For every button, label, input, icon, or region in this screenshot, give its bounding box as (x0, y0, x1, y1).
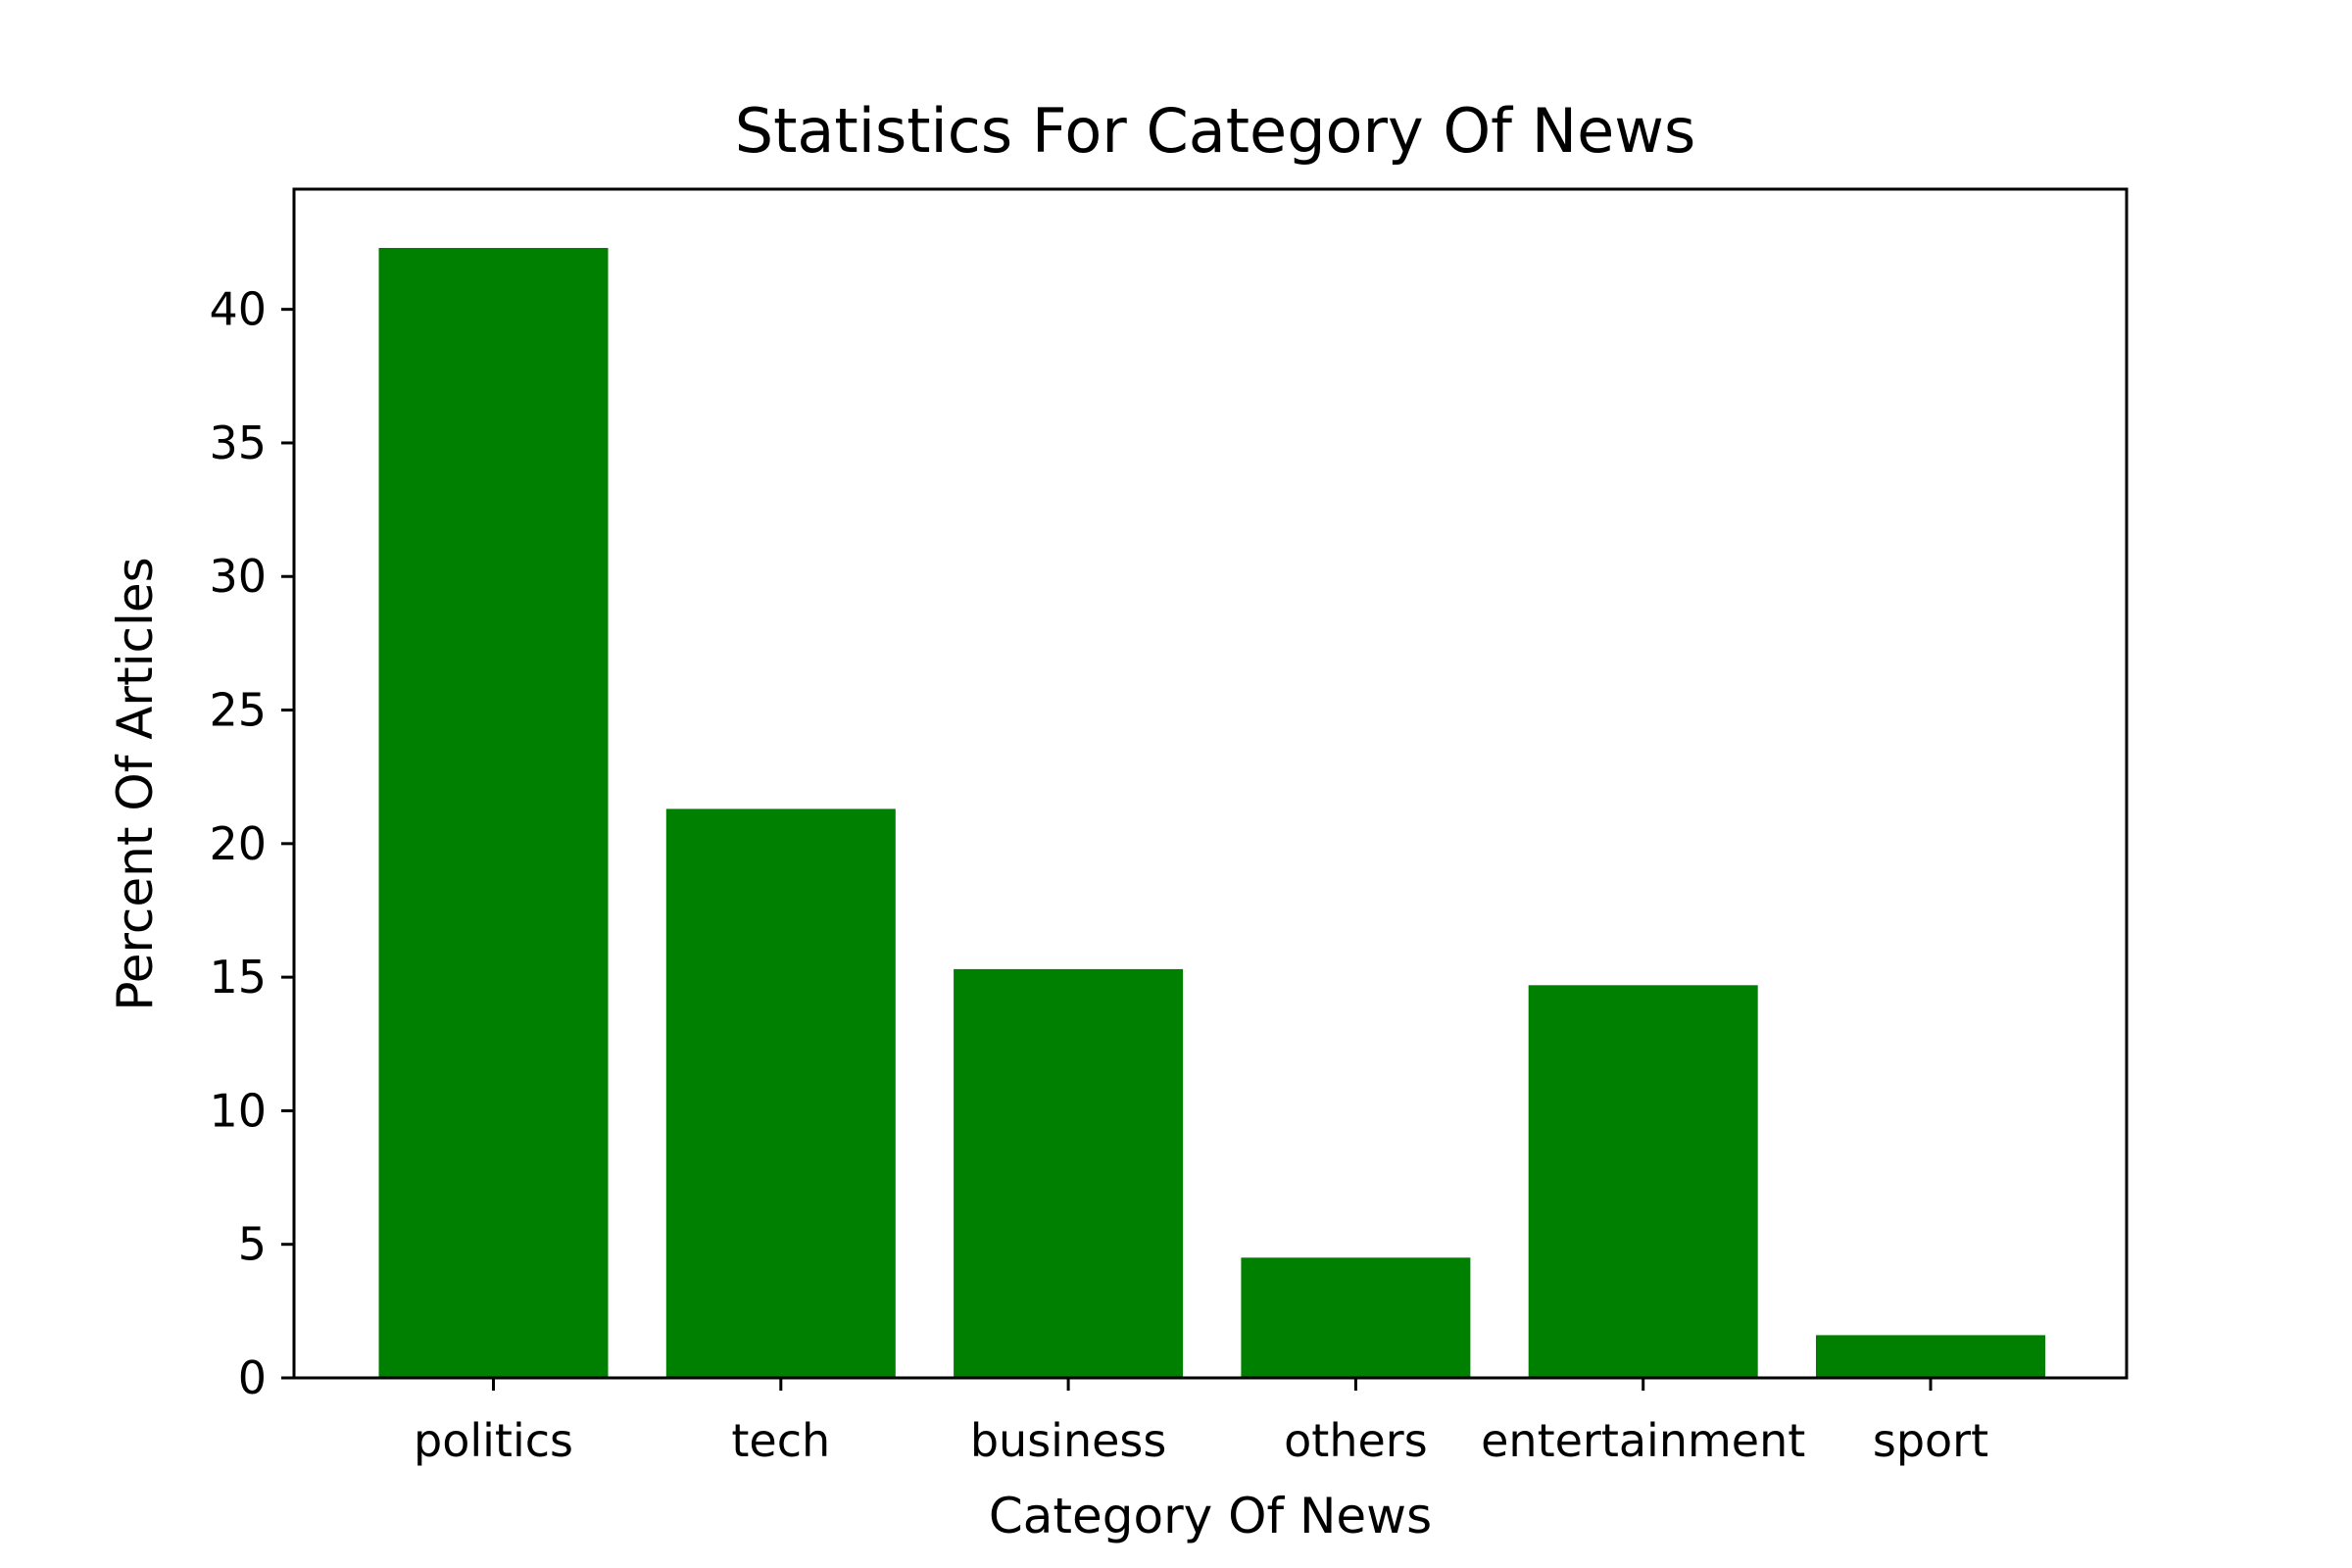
x-tick-label: business (970, 1414, 1167, 1467)
y-tick-label: 15 (209, 951, 267, 1004)
y-axis-ticks: 0 5 10 15 20 25 30 35 40 (209, 283, 294, 1404)
y-tick-label: 10 (209, 1084, 267, 1137)
plot-area-frame (292, 187, 2129, 1380)
y-tick-label: 35 (209, 416, 267, 469)
x-tick-label: entertainment (1481, 1414, 1805, 1467)
x-tick-label: tech (731, 1414, 830, 1467)
bars-group (378, 248, 2045, 1378)
x-axis-ticks: politics tech business others entertainment s… (414, 1378, 1988, 1467)
y-tick-label: 40 (209, 283, 267, 336)
y-tick-label: 30 (209, 550, 267, 603)
y-tick-label: 0 (238, 1351, 267, 1404)
bar-politics (378, 248, 609, 1378)
y-tick-label: 20 (209, 817, 267, 870)
bar-tech (665, 808, 896, 1378)
chart-title: Statistics For Category Of News (735, 95, 1696, 167)
bar-business (954, 968, 1184, 1378)
x-tick-label: others (1284, 1414, 1428, 1467)
x-tick-label: sport (1873, 1414, 1988, 1467)
y-tick-label: 25 (209, 684, 267, 737)
y-tick-label: 5 (238, 1218, 267, 1271)
bar-sport (1816, 1335, 2045, 1378)
x-tick-label: politics (414, 1414, 573, 1467)
bar-others (1241, 1257, 1471, 1378)
x-axis-label: Category Of News (989, 1488, 1432, 1544)
bar-entertainment (1528, 985, 1758, 1378)
y-axis-label: Percent Of Articles (107, 557, 164, 1010)
